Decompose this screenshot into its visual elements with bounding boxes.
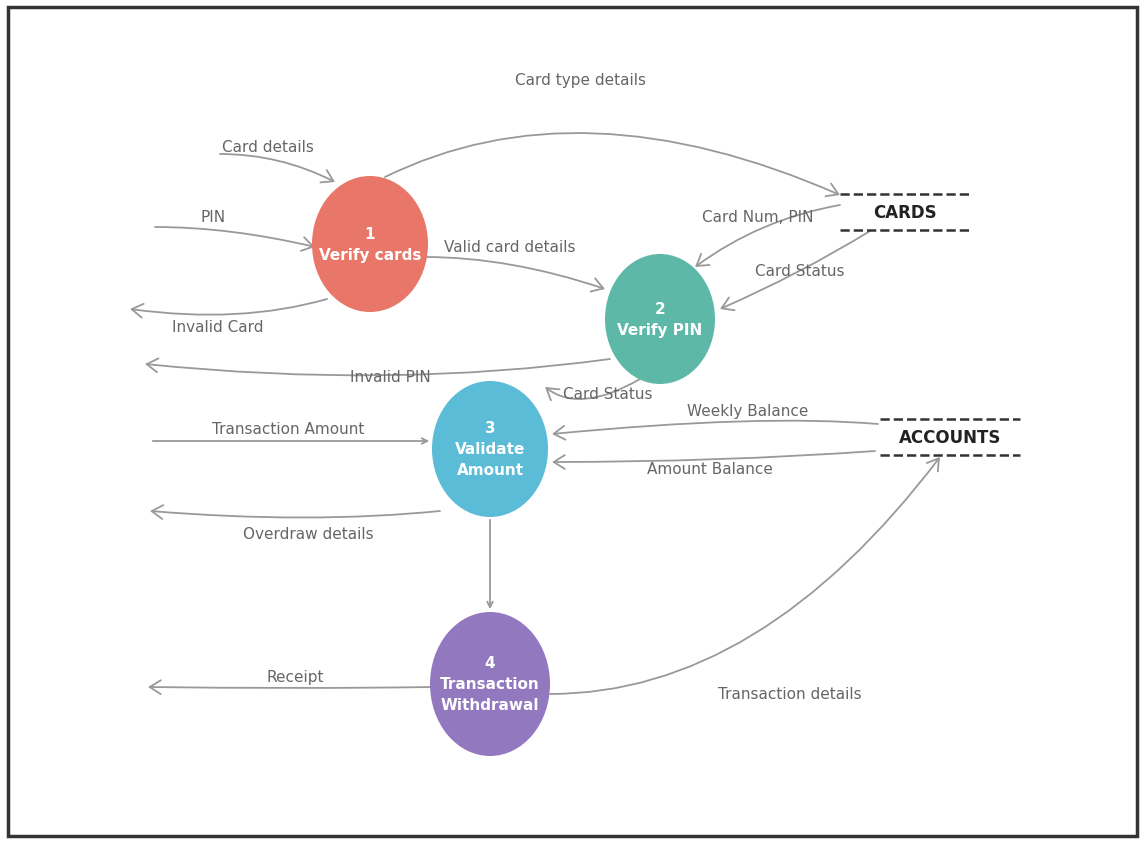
- FancyArrowPatch shape: [554, 452, 875, 469]
- Text: Amount Balance: Amount Balance: [647, 462, 773, 477]
- Ellipse shape: [605, 255, 714, 385]
- Text: Valid card details: Valid card details: [444, 241, 576, 255]
- Text: Card Status: Card Status: [756, 264, 845, 279]
- Text: 3
Validate
Amount: 3 Validate Amount: [455, 421, 526, 478]
- FancyArrowPatch shape: [696, 206, 840, 267]
- FancyArrowPatch shape: [554, 421, 878, 441]
- Text: Card type details: Card type details: [514, 73, 646, 88]
- Text: Overdraw details: Overdraw details: [243, 527, 373, 542]
- Text: Transaction Amount: Transaction Amount: [212, 422, 364, 437]
- FancyArrowPatch shape: [132, 300, 327, 318]
- FancyArrowPatch shape: [425, 257, 603, 292]
- Ellipse shape: [432, 381, 548, 517]
- FancyArrowPatch shape: [721, 232, 870, 311]
- Text: Transaction details: Transaction details: [718, 687, 862, 701]
- Text: 2
Verify PIN: 2 Verify PIN: [617, 301, 703, 338]
- Text: Invalid Card: Invalid Card: [172, 320, 263, 335]
- FancyArrowPatch shape: [220, 154, 333, 183]
- Text: Card details: Card details: [222, 140, 314, 155]
- Text: Card Num, PIN: Card Num, PIN: [702, 210, 814, 225]
- FancyArrowPatch shape: [550, 459, 939, 694]
- Text: CARDS: CARDS: [874, 203, 937, 222]
- FancyArrowPatch shape: [155, 228, 314, 252]
- FancyArrowPatch shape: [150, 680, 432, 695]
- Text: ACCOUNTS: ACCOUNTS: [899, 429, 1001, 446]
- FancyArrowPatch shape: [546, 380, 640, 401]
- Text: 1
Verify cards: 1 Verify cards: [318, 227, 421, 262]
- Text: Receipt: Receipt: [267, 669, 324, 684]
- Ellipse shape: [311, 176, 428, 312]
- Ellipse shape: [431, 612, 550, 756]
- Text: PIN: PIN: [200, 210, 226, 225]
- Text: Weekly Balance: Weekly Balance: [687, 404, 808, 419]
- Text: Card Status: Card Status: [563, 387, 653, 402]
- Text: 4
Transaction
Withdrawal: 4 Transaction Withdrawal: [440, 656, 540, 712]
- FancyArrowPatch shape: [385, 134, 838, 197]
- FancyArrowPatch shape: [151, 506, 440, 519]
- FancyArrowPatch shape: [147, 359, 610, 376]
- Text: Invalid PIN: Invalid PIN: [349, 370, 431, 385]
